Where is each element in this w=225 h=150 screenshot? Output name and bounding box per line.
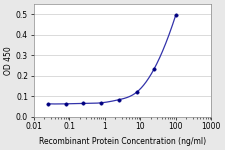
Y-axis label: OD 450: OD 450 [4, 46, 13, 75]
X-axis label: Recombinant Protein Concentration (ng/ml): Recombinant Protein Concentration (ng/ml… [39, 137, 206, 146]
